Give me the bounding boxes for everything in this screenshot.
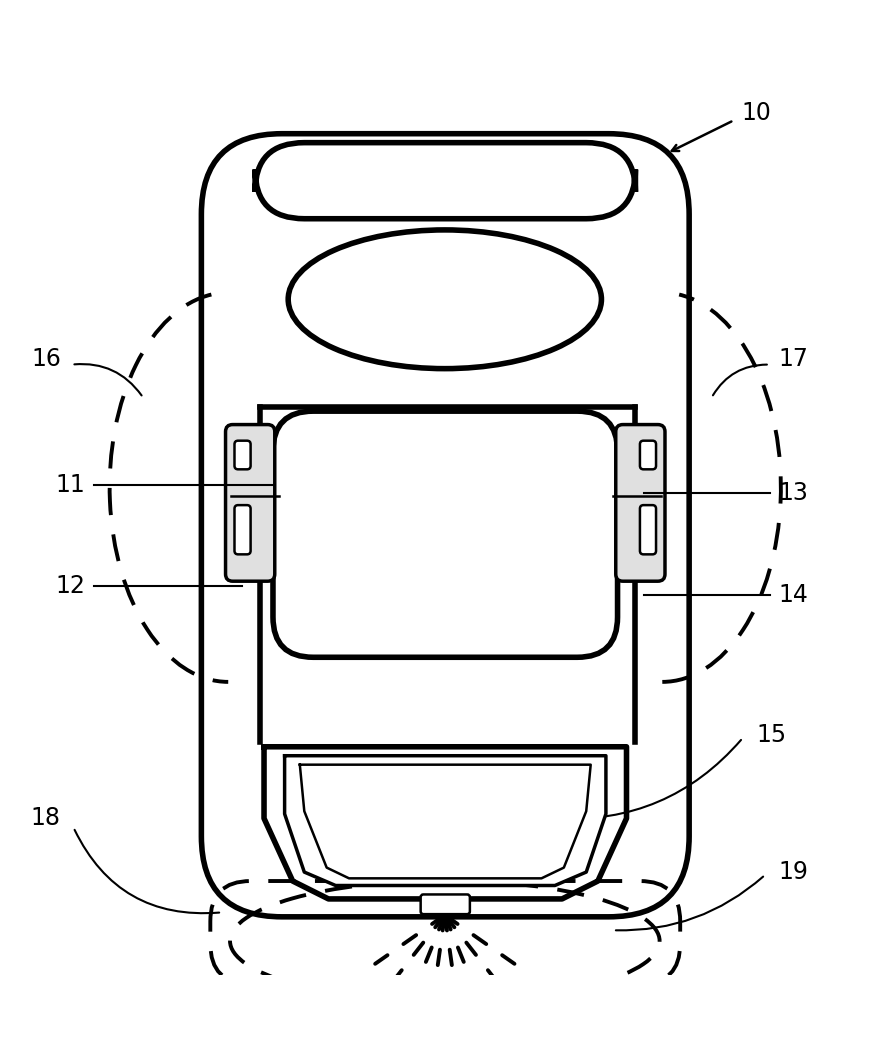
FancyBboxPatch shape (639, 505, 655, 554)
FancyBboxPatch shape (234, 505, 250, 554)
FancyBboxPatch shape (273, 411, 617, 657)
FancyBboxPatch shape (234, 441, 250, 469)
Polygon shape (299, 765, 590, 879)
FancyBboxPatch shape (639, 441, 655, 469)
FancyBboxPatch shape (615, 424, 664, 581)
Polygon shape (264, 747, 626, 899)
Text: 11: 11 (55, 473, 85, 497)
Text: 17: 17 (778, 347, 807, 371)
FancyBboxPatch shape (255, 142, 635, 218)
Ellipse shape (288, 230, 601, 368)
Text: 18: 18 (30, 806, 61, 830)
FancyBboxPatch shape (225, 424, 274, 581)
Polygon shape (284, 755, 605, 885)
Text: 15: 15 (755, 723, 786, 747)
Text: 10: 10 (740, 101, 771, 126)
Text: 12: 12 (55, 574, 85, 598)
Text: 16: 16 (31, 347, 61, 371)
FancyBboxPatch shape (201, 134, 688, 917)
FancyBboxPatch shape (420, 895, 469, 914)
Text: 13: 13 (778, 481, 807, 505)
Text: 14: 14 (778, 582, 807, 607)
Text: 19: 19 (778, 860, 807, 884)
